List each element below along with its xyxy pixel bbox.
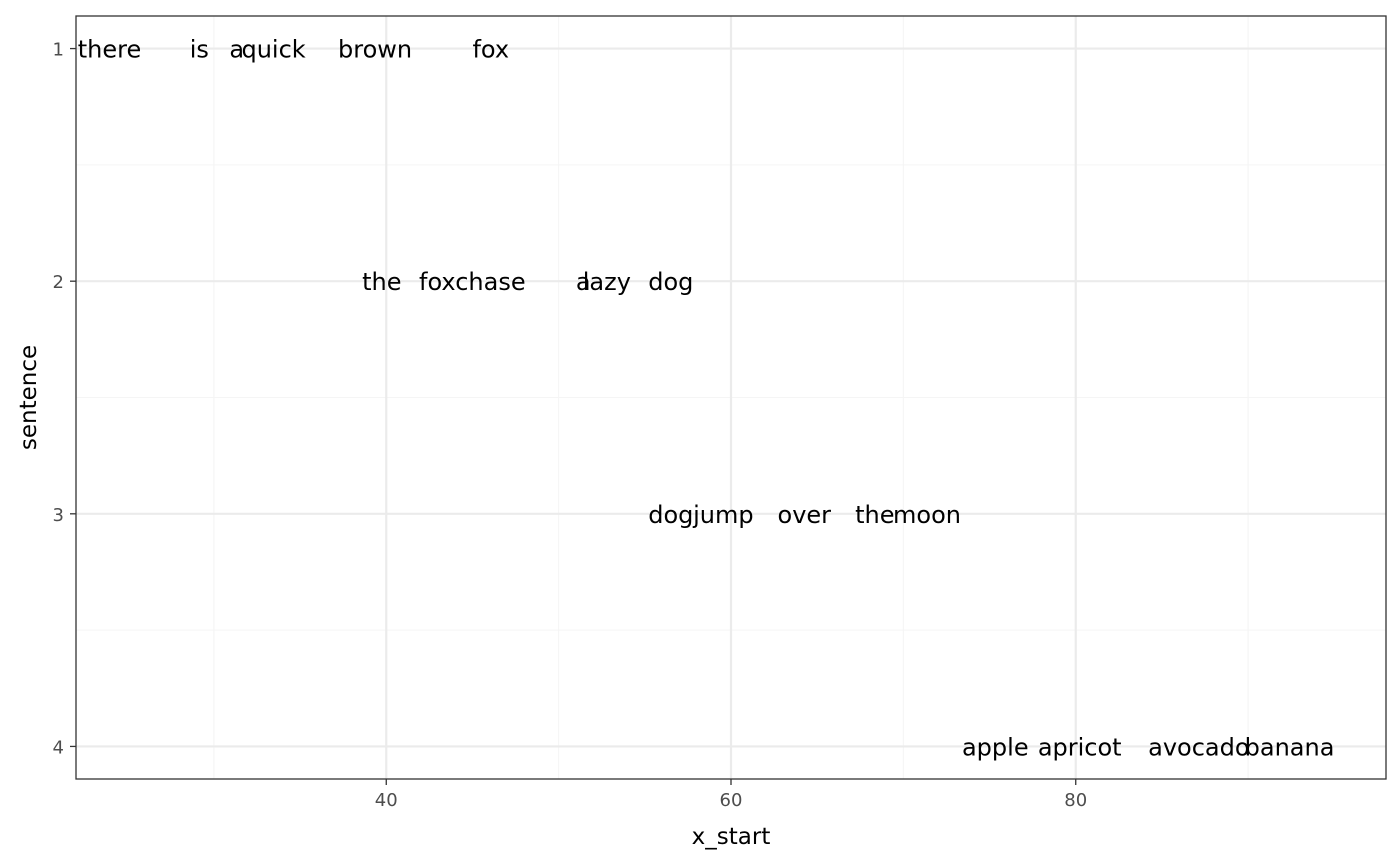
word-label: apple [962,733,1029,761]
word-label: there [78,36,142,64]
word-label: avocado [1148,733,1249,761]
x-tick-label: 60 [720,790,743,811]
word-label: a [576,268,591,296]
word-label: a [229,36,244,64]
word-label: lazy [583,268,631,296]
y-tick-label: 2 [53,272,64,293]
y-axis-title: sentence [16,345,42,450]
x-tick-label: 40 [375,790,398,811]
word-label: jump [692,501,754,529]
word-label: banana [1245,733,1335,761]
word-label: is [190,36,209,64]
word-label: chase [455,268,525,296]
word-label: apricot [1038,733,1122,761]
y-tick-label: 1 [53,40,64,61]
y-tick-label: 3 [53,505,64,526]
x-tick-label: 80 [1064,790,1087,811]
y-axis: 1 2 3 4 [53,40,76,758]
word-label: over [778,501,832,529]
word-label: the [855,501,894,529]
x-axis-title: x_start [692,824,771,850]
x-axis: 40 60 80 [375,779,1087,811]
word-label: the [362,268,401,296]
word-label: dog [648,501,693,529]
y-tick-label: 4 [53,737,64,758]
word-label: moon [893,501,961,529]
word-label: quick [241,36,305,64]
major-gridlines [76,16,1386,779]
word-label: dog [648,268,693,296]
word-label: fox [419,268,456,296]
word-label: brown [338,36,412,64]
word-label: fox [472,36,509,64]
